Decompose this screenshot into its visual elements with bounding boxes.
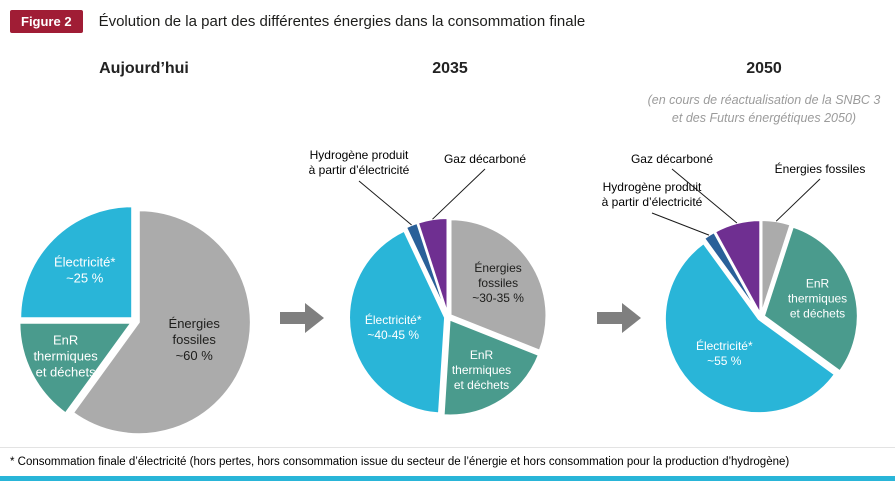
label-gas-2035: Gaz décarboné xyxy=(443,152,527,166)
footnote: * Consommation finale d’électricité (hor… xyxy=(0,447,895,468)
pie-slice-label: Électricité* ~25 % xyxy=(54,255,115,286)
leader-line xyxy=(358,180,412,226)
column-header-2050: 2050 xyxy=(746,60,782,77)
leader-line xyxy=(432,168,486,220)
pie-slice-label: EnR thermiques et déchets xyxy=(33,332,98,379)
bottom-bar xyxy=(0,476,895,481)
pie-slice-label: Électricité* ~40-45 % xyxy=(365,312,422,342)
pie-chart-today-svg: Énergies fossiles ~60 % EnR thermiques et déc… xyxy=(18,205,252,436)
pie-slice-fossil xyxy=(449,218,548,352)
figure-header: Figure 2 Évolution de la part des différ… xyxy=(10,10,585,33)
pie-slice-electricity xyxy=(348,229,447,415)
column-header-today: Aujourd’hui xyxy=(99,60,189,77)
pie-slice-label: EnR thermiques et déchets xyxy=(452,348,511,392)
pie-chart-2050: EnR thermiques et déchets Électricité* ~55 %… xyxy=(585,140,890,470)
pie-chart-2050-svg: EnR thermiques et déchets Électricité* ~55 % xyxy=(651,168,859,415)
arrow-right-icon xyxy=(280,300,324,341)
pie-slice-enr xyxy=(762,225,859,373)
pie-slice-label: Électricité* ~55 % xyxy=(696,338,753,368)
label-hydrogen-2035: Hydrogène produit à partir d’électricité xyxy=(295,148,423,179)
label-fossil-2050: Énergies fossiles xyxy=(774,162,866,176)
pie-chart-2035-svg: Énergies fossiles ~30-35 % EnR thermiques et … xyxy=(348,168,548,417)
pie-slice-enr xyxy=(18,321,133,415)
label-hydrogen-2050-line-2: à partir d’électricité xyxy=(601,195,703,210)
label-hydrogen-2035-line-1: Hydrogène produit xyxy=(309,148,409,162)
snbc-note-line-2: et des Futurs énergétiques 2050) xyxy=(671,110,857,125)
label-hydrogen-2035-line-2: à partir d’électricité xyxy=(308,163,410,178)
snbc-note: (en cours de réactualisation de la SNBC … xyxy=(618,92,895,127)
label-hydrogen-2050: Hydrogène produit à partir d’électricité xyxy=(587,180,717,211)
pie-slice-enr xyxy=(442,318,540,417)
figure-title: Évolution de la part des différentes éne… xyxy=(98,13,586,30)
arrow-right-icon xyxy=(597,300,641,341)
snbc-note-line-1: (en cours de réactualisation de la SNBC … xyxy=(647,93,881,107)
figure-badge: Figure 2 xyxy=(10,10,83,33)
leader-line xyxy=(671,168,738,224)
label-gas-2050: Gaz décarboné xyxy=(630,152,714,166)
pie-slice-label: Énergies fossiles ~30-35 % xyxy=(472,260,524,305)
pie-slice-gas xyxy=(714,219,762,316)
pie-chart-2035: Énergies fossiles ~30-35 % EnR thermiques et … xyxy=(295,140,595,470)
leader-line xyxy=(651,212,710,236)
pie-slice-label: Énergies fossiles ~60 % xyxy=(169,316,221,363)
pie-slice-electricity xyxy=(19,205,134,320)
label-hydrogen-2050-line-1: Hydrogène produit xyxy=(602,180,702,194)
column-header-2035: 2035 xyxy=(432,60,468,77)
pie-slice-fossil xyxy=(72,209,252,436)
pie-slice-electricity xyxy=(663,242,836,415)
pie-chart-today: Énergies fossiles ~60 % EnR thermiques et déc… xyxy=(8,198,264,450)
leader-line xyxy=(775,178,821,222)
pie-slice-label: EnR thermiques et déchets xyxy=(788,277,847,321)
